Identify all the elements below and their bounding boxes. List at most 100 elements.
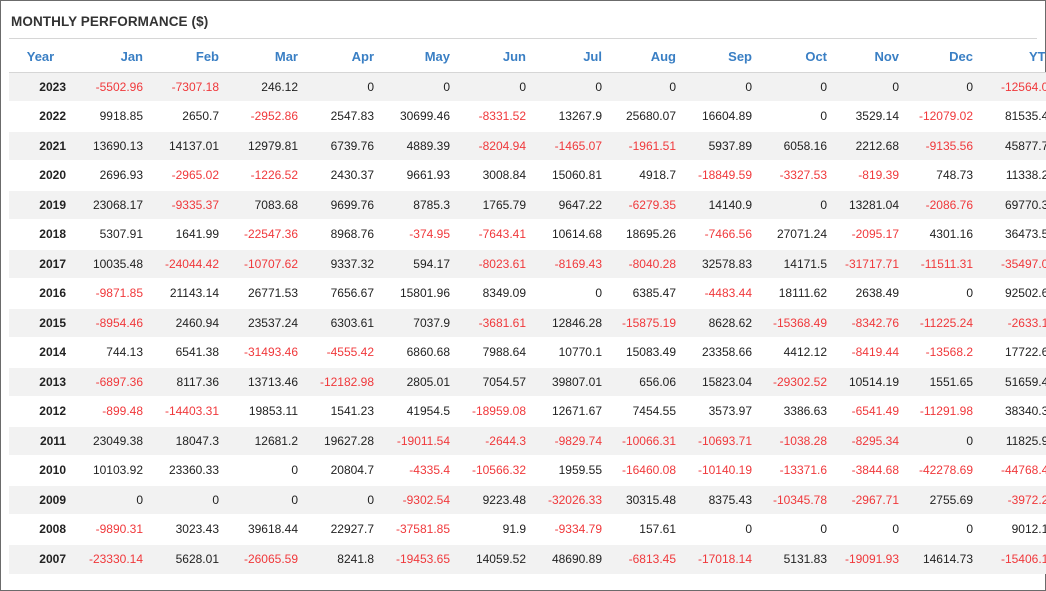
month-value-cell: -9135.56 xyxy=(907,130,981,161)
month-value-cell: 246.12 xyxy=(227,71,306,102)
month-value-cell: -4483.44 xyxy=(684,278,760,308)
column-header-oct: Oct xyxy=(760,41,835,73)
column-header-jun: Jun xyxy=(458,41,534,73)
month-value-cell: 0 xyxy=(760,101,835,131)
month-value-cell: 2212.68 xyxy=(835,130,907,161)
month-value-cell: -8342.76 xyxy=(835,307,907,338)
month-value-cell: 5307.91 xyxy=(72,219,151,249)
table-row: 2020 2696.93 -2965.02 -1226.52 2430.37 9661.9… xyxy=(9,160,1046,190)
month-value-cell: 1541.23 xyxy=(306,396,382,426)
month-value-cell: 13690.13 xyxy=(72,130,151,161)
column-header-mar: Mar xyxy=(227,41,306,73)
month-value-cell: 15083.49 xyxy=(610,337,684,367)
month-value-cell: -14403.31 xyxy=(151,396,227,426)
year-cell: 2023 xyxy=(9,71,72,102)
month-value-cell: -10140.19 xyxy=(684,455,760,485)
column-header-may: May xyxy=(382,41,458,73)
ytd-cell: -3972.28 xyxy=(981,484,1046,515)
month-value-cell: 7083.68 xyxy=(227,189,306,220)
column-header-apr: Apr xyxy=(306,41,382,73)
month-value-cell: 14140.9 xyxy=(684,189,760,220)
month-value-cell: 4889.39 xyxy=(382,130,458,161)
month-value-cell: 0 xyxy=(227,455,306,485)
month-value-cell: 9699.76 xyxy=(306,189,382,220)
month-value-cell: -7466.56 xyxy=(684,219,760,249)
month-value-cell: 0 xyxy=(907,71,981,102)
month-value-cell: -10707.62 xyxy=(227,248,306,279)
month-value-cell: 23537.24 xyxy=(227,307,306,338)
month-value-cell: 0 xyxy=(72,484,151,515)
month-value-cell: -5502.96 xyxy=(72,71,151,102)
ytd-cell: 38340.32 xyxy=(981,396,1046,426)
month-value-cell: -9871.85 xyxy=(72,278,151,308)
month-value-cell: -8204.94 xyxy=(458,130,534,161)
month-value-cell: 9661.93 xyxy=(382,160,458,190)
month-value-cell: -26065.59 xyxy=(227,543,306,574)
table-row: 2010 10103.92 23360.33 0 20804.7 -4335.4 -1056… xyxy=(9,455,1046,485)
month-value-cell: 0 xyxy=(835,514,907,544)
month-value-cell: -899.48 xyxy=(72,396,151,426)
month-value-cell: 0 xyxy=(760,514,835,544)
month-value-cell: 6385.47 xyxy=(610,278,684,308)
month-value-cell: 3573.97 xyxy=(684,396,760,426)
month-value-cell: -17018.14 xyxy=(684,543,760,574)
month-value-cell: 15823.04 xyxy=(684,366,760,397)
month-value-cell: -10693.71 xyxy=(684,425,760,456)
month-value-cell: 2430.37 xyxy=(306,160,382,190)
month-value-cell: 0 xyxy=(151,484,227,515)
month-value-cell: 14137.01 xyxy=(151,130,227,161)
month-value-cell: 594.17 xyxy=(382,248,458,279)
month-value-cell: 14171.5 xyxy=(760,248,835,279)
month-value-cell: -10345.78 xyxy=(760,484,835,515)
month-value-cell: -8023.61 xyxy=(458,248,534,279)
month-value-cell: -8419.44 xyxy=(835,337,907,367)
column-header-year: Year xyxy=(9,41,72,73)
month-value-cell: -9334.79 xyxy=(534,514,610,544)
month-value-cell: 0 xyxy=(907,278,981,308)
year-cell: 2009 xyxy=(9,484,72,515)
ytd-cell: 11825.94 xyxy=(981,425,1046,456)
month-value-cell: 20804.7 xyxy=(306,455,382,485)
month-value-cell: -9302.54 xyxy=(382,484,458,515)
month-value-cell: 7054.57 xyxy=(458,366,534,397)
month-value-cell: 18047.3 xyxy=(151,425,227,456)
month-value-cell: 6303.61 xyxy=(306,307,382,338)
month-value-cell: 14614.73 xyxy=(907,543,981,574)
ytd-cell: 92502.68 xyxy=(981,278,1046,308)
panel-title: MONTHLY PERFORMANCE ($) xyxy=(11,14,209,29)
year-cell: 2014 xyxy=(9,337,72,367)
column-header-aug: Aug xyxy=(610,41,684,73)
ytd-cell: 45877.75 xyxy=(981,130,1046,161)
month-value-cell: -42278.69 xyxy=(907,455,981,485)
month-value-cell: -6813.45 xyxy=(610,543,684,574)
month-value-cell: -3681.61 xyxy=(458,307,534,338)
month-value-cell: -22547.36 xyxy=(227,219,306,249)
year-cell: 2008 xyxy=(9,514,72,544)
table-row: 2014 744.13 6541.38 -31493.46 -4555.42 6860.6… xyxy=(9,337,1046,367)
month-value-cell: -10566.32 xyxy=(458,455,534,485)
month-value-cell: -29302.52 xyxy=(760,366,835,397)
month-value-cell: 10614.68 xyxy=(534,219,610,249)
month-value-cell: 9223.48 xyxy=(458,484,534,515)
month-value-cell: -8169.43 xyxy=(534,248,610,279)
month-value-cell: -4335.4 xyxy=(382,455,458,485)
month-value-cell: 2460.94 xyxy=(151,307,227,338)
month-value-cell: 0 xyxy=(382,71,458,102)
month-value-cell: 32578.83 xyxy=(684,248,760,279)
month-value-cell: -24044.42 xyxy=(151,248,227,279)
table-row: 2015 -8954.46 2460.94 23537.24 6303.61 7037.9… xyxy=(9,307,1046,338)
month-value-cell: 3386.63 xyxy=(760,396,835,426)
month-value-cell: 12681.2 xyxy=(227,425,306,456)
table-row: 2019 23068.17 -9335.37 7083.68 9699.76 8785.3… xyxy=(9,189,1046,220)
month-value-cell: -2095.17 xyxy=(835,219,907,249)
month-value-cell: -18849.59 xyxy=(684,160,760,190)
month-value-cell: 48690.89 xyxy=(534,543,610,574)
month-value-cell: 19853.11 xyxy=(227,396,306,426)
month-value-cell: 656.06 xyxy=(610,366,684,397)
month-value-cell: 0 xyxy=(684,71,760,102)
month-value-cell: -18959.08 xyxy=(458,396,534,426)
month-value-cell: 10514.19 xyxy=(835,366,907,397)
month-value-cell: 0 xyxy=(760,189,835,220)
month-value-cell: -819.39 xyxy=(835,160,907,190)
